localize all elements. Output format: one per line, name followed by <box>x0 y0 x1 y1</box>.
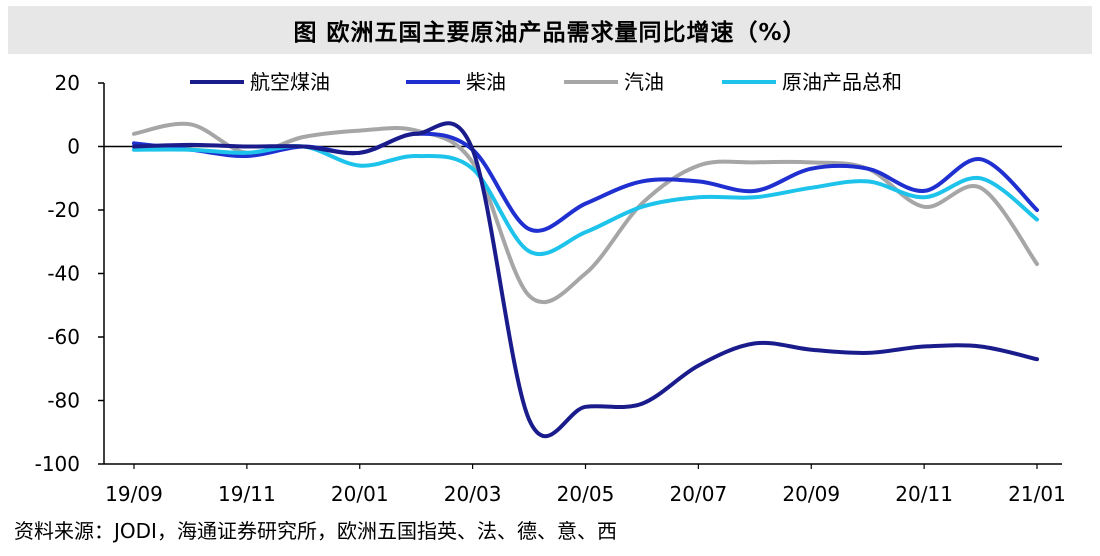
y-tick-label: -80 <box>47 389 80 413</box>
y-tick-label: -40 <box>47 262 80 286</box>
y-tick-label: 20 <box>55 71 80 95</box>
x-tick-label: 20/01 <box>331 482 389 506</box>
y-tick-label: 0 <box>67 135 80 159</box>
legend-label-jet-fuel: 航空煤油 <box>250 70 330 94</box>
x-tick-label: 19/11 <box>218 482 276 506</box>
legend-label-total: 原油产品总和 <box>782 70 902 94</box>
x-tick-label: 20/07 <box>670 482 728 506</box>
x-tick-label: 20/11 <box>895 482 953 506</box>
series-line-jet-fuel <box>132 121 1039 439</box>
chart-title-bar: 图 欧洲五国主要原油产品需求量同比增速（%） <box>8 6 1092 54</box>
y-tick-label: -60 <box>47 325 80 349</box>
series-line-total <box>132 144 1039 257</box>
x-tick-label: 20/09 <box>782 482 840 506</box>
chart-title: 图 欧洲五国主要原油产品需求量同比增速（%） <box>293 20 807 46</box>
source-note: 资料来源：JODI，海通证券研究所，欧洲五国指英、法、德、意、西 <box>14 519 617 543</box>
y-tick-label: -100 <box>35 452 80 476</box>
legend-label-gasoline: 汽油 <box>624 70 664 94</box>
y-tick-label: -20 <box>47 198 80 222</box>
x-tick-label: 20/05 <box>557 482 615 506</box>
x-tick-label: 19/09 <box>105 482 163 506</box>
series-line-gasoline <box>132 121 1039 304</box>
x-tick-label: 21/01 <box>1008 482 1066 506</box>
x-tick-label: 20/03 <box>444 482 502 506</box>
legend-label-diesel: 柴油 <box>466 70 506 94</box>
